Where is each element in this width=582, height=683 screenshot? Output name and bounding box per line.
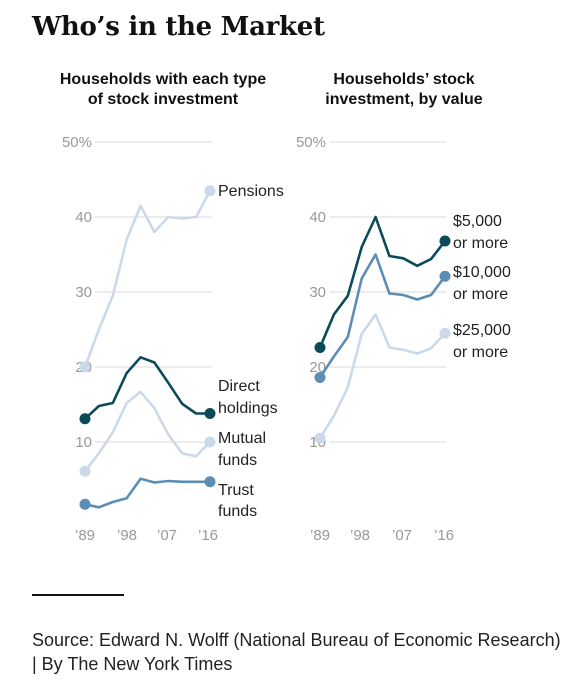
series-line [83, 189, 212, 369]
series-start-point [314, 372, 326, 383]
y-tick-label: 30 [75, 284, 92, 301]
series-label: Trust [218, 482, 254, 499]
x-tick-label: ’98 [350, 527, 370, 544]
series-start-point [79, 465, 91, 477]
y-tick-label: 20 [309, 359, 326, 376]
series-line [318, 253, 447, 379]
series-line [83, 355, 212, 421]
y-tick-label: 50% [296, 134, 326, 151]
series-label: Direct [218, 378, 260, 395]
series-end-point [204, 185, 216, 197]
series-line [318, 215, 447, 349]
series-start-point [314, 342, 326, 353]
series-start-point [79, 361, 91, 373]
y-tick-label: 10 [75, 434, 92, 451]
series-end-point [204, 408, 216, 419]
y-tick-label: 30 [309, 284, 326, 301]
series-end-point [439, 235, 451, 247]
series-label: $5,000 [453, 213, 502, 230]
x-tick-label: ’16 [198, 527, 218, 544]
series-start-point [79, 498, 91, 510]
y-tick-label: 50% [62, 134, 92, 151]
x-tick-label: ’89 [75, 527, 95, 544]
series-end-point [439, 270, 451, 282]
right-panel-title: Households’ stock investment, by value [325, 71, 483, 108]
y-tick-label: 40 [309, 209, 326, 226]
series-label: $10,000 [453, 264, 511, 281]
series-line [318, 313, 447, 440]
source-note: Source: Edward N. Wolff (National Bureau… [32, 630, 561, 674]
series-end-point [204, 476, 216, 488]
series-label: funds [218, 452, 257, 469]
series-start-point [79, 413, 91, 425]
source-divider [32, 594, 124, 596]
y-tick-label: 40 [75, 209, 92, 226]
series-label: funds [218, 503, 257, 520]
x-tick-label: ’16 [434, 527, 454, 544]
series-label: Mutual [218, 430, 266, 447]
series-end-point [204, 436, 216, 448]
x-tick-label: ’89 [310, 527, 330, 544]
figure-title: Who’s in the Market [32, 12, 325, 42]
series-label: Pensions [218, 183, 284, 200]
series-line [83, 390, 212, 473]
series-label: $25,000 [453, 322, 511, 339]
x-tick-label: ’07 [392, 527, 412, 544]
series-label: or more [453, 344, 508, 361]
left-panel-title: Households with each type of stock inves… [59, 71, 267, 108]
x-tick-label: ’07 [157, 527, 177, 544]
x-tick-label: ’98 [117, 527, 137, 544]
series-line [83, 477, 212, 509]
series-start-point [314, 432, 326, 444]
series-label: or more [453, 286, 508, 303]
series-label: or more [453, 235, 508, 252]
series-label: holdings [218, 400, 278, 417]
series-end-point [439, 327, 451, 339]
